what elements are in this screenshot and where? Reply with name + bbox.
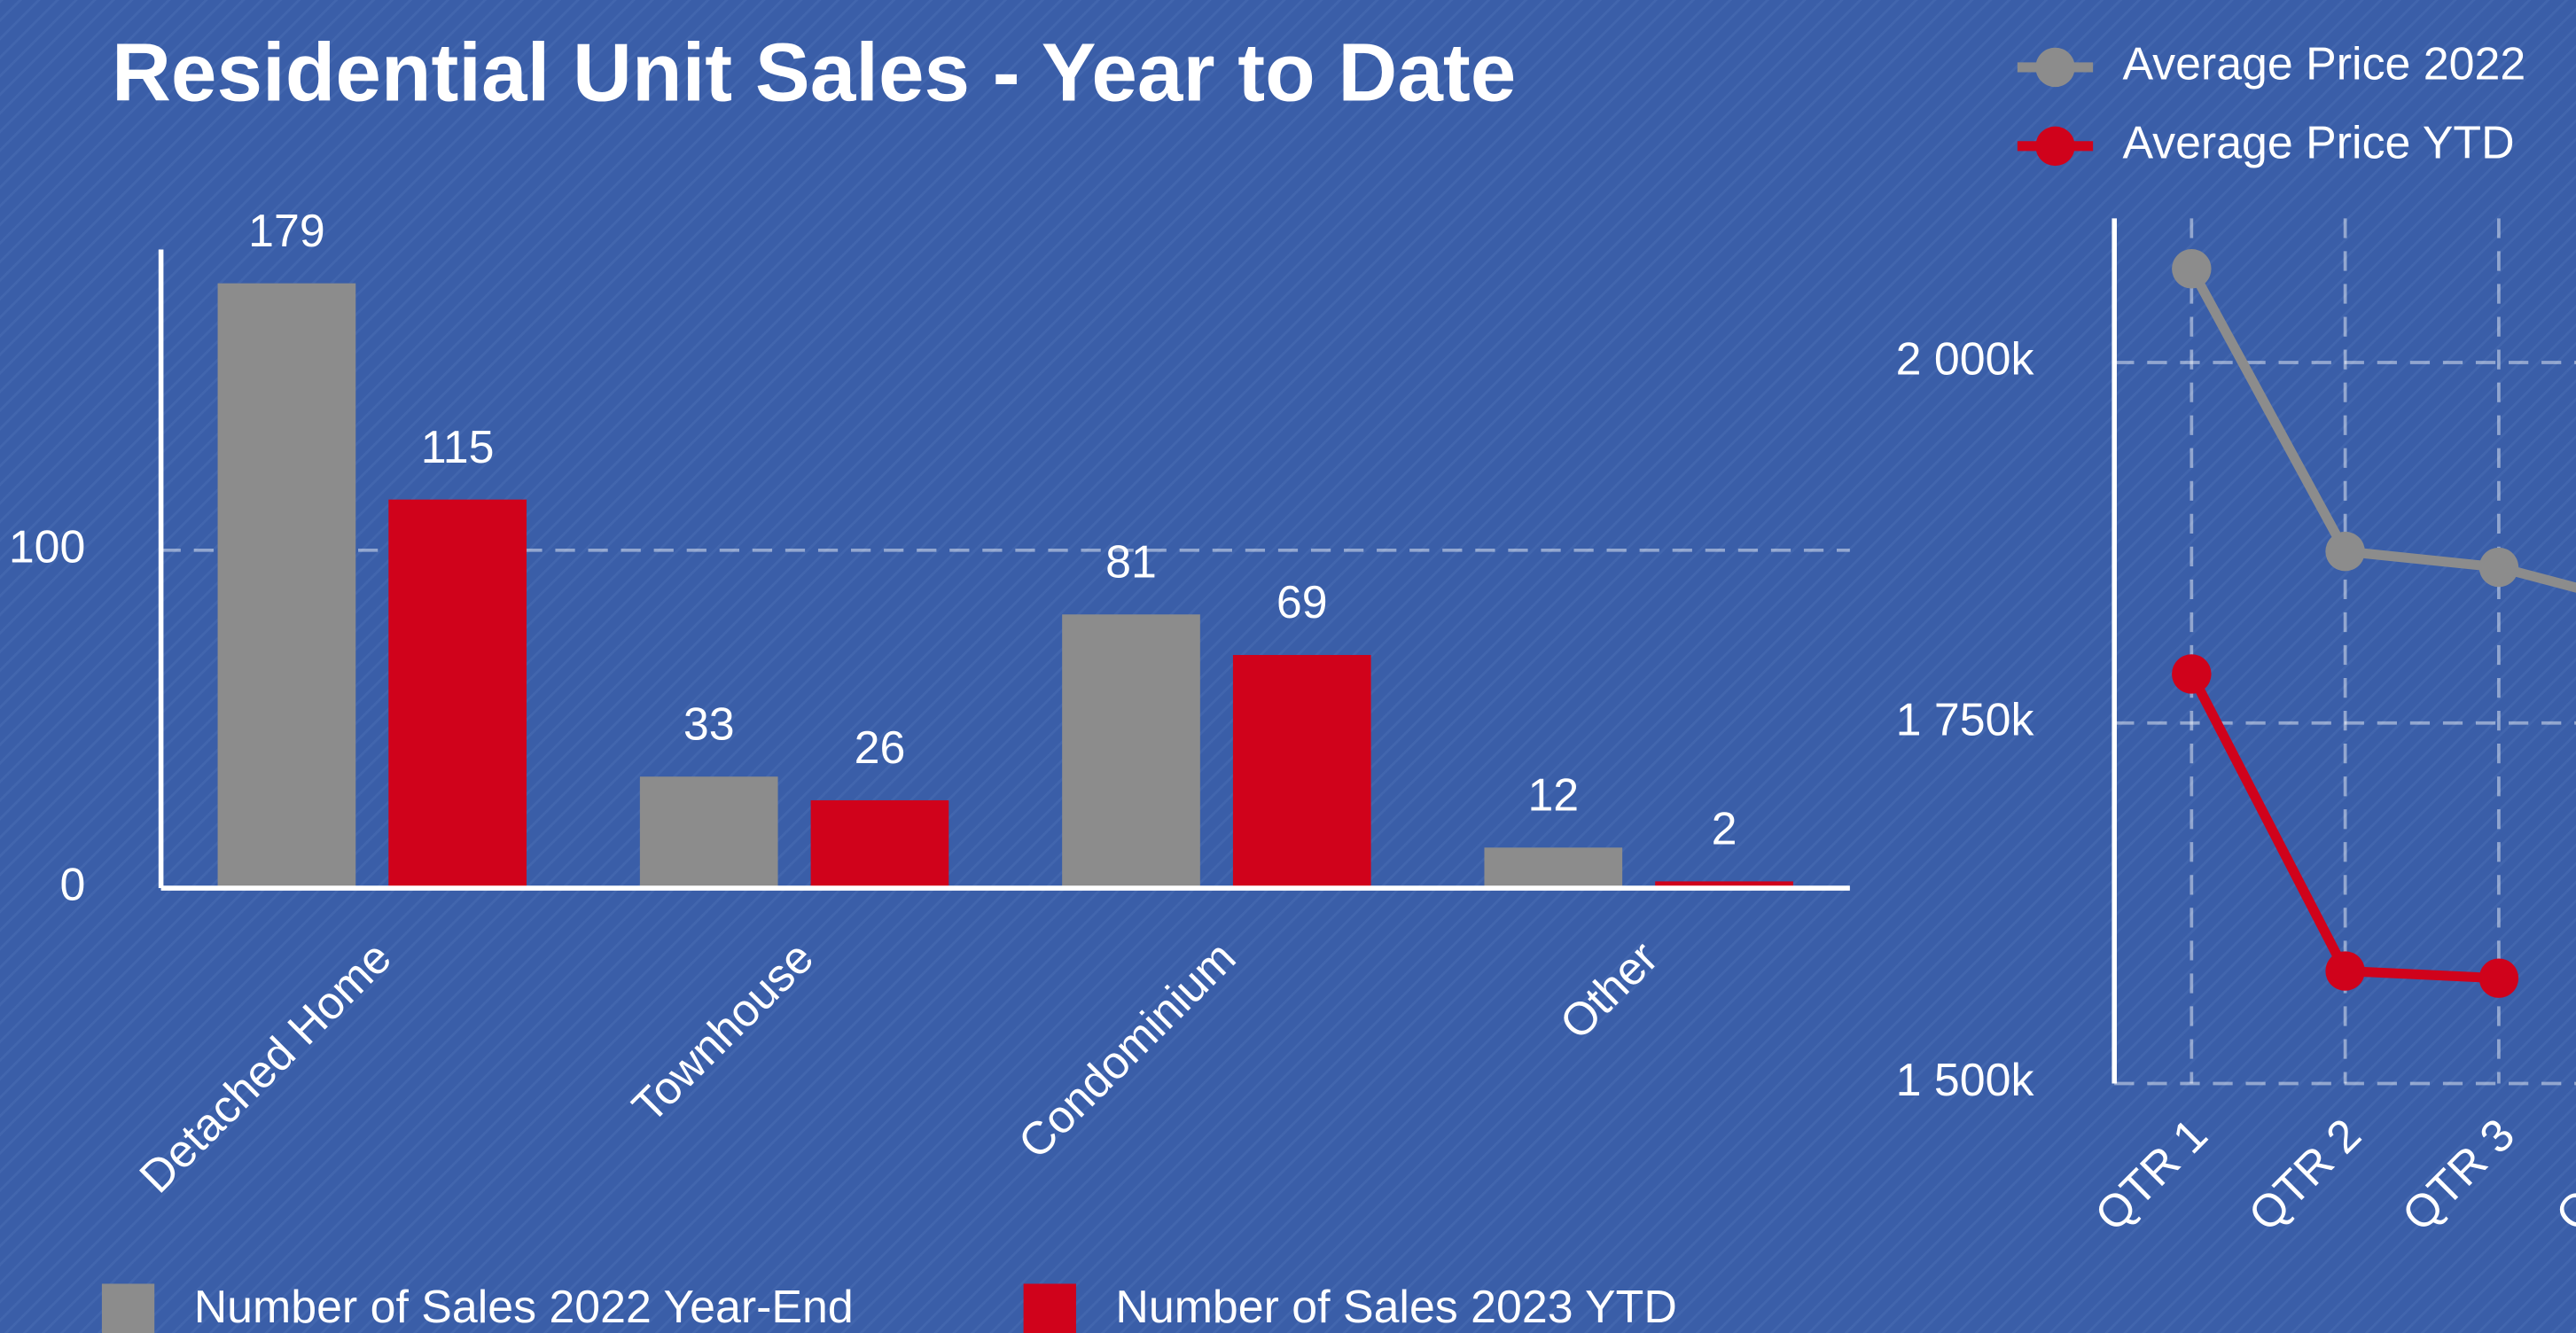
price-point — [2325, 951, 2365, 991]
price-point — [2478, 958, 2519, 998]
value-label: 2 — [1712, 803, 1737, 854]
value-label: 179 — [248, 205, 325, 256]
y-tick-label: 1 500k — [1896, 1054, 2034, 1105]
value-label: 33 — [683, 698, 735, 749]
value-label: 69 — [1276, 576, 1328, 628]
legend-label: Number of Sales 2022 Year-End — [194, 1281, 854, 1332]
y-tick-label: 1 750k — [1896, 693, 2034, 744]
bar — [1655, 881, 1793, 889]
bar — [810, 799, 949, 889]
price-point — [2478, 547, 2519, 588]
bar — [1484, 847, 1623, 889]
value-label: 115 — [421, 421, 495, 472]
chart-title: Residential Unit Sales - Year to Date — [112, 26, 1516, 118]
bar — [639, 776, 778, 889]
legend-label: Average Price 2022 — [2122, 38, 2525, 90]
price-point — [2172, 654, 2212, 694]
price-point — [2325, 531, 2365, 572]
value-label: 12 — [1527, 768, 1579, 820]
value-label: 81 — [1105, 535, 1157, 587]
legend-label: Average Price YTD — [2122, 117, 2514, 168]
y-tick-label: 0 — [60, 859, 86, 910]
value-label: 26 — [855, 721, 906, 773]
legend-swatch — [101, 1283, 155, 1333]
bar — [217, 283, 356, 889]
price-point — [2172, 249, 2212, 289]
legend-marker — [2035, 47, 2075, 88]
y-tick-label: 100 — [9, 521, 86, 573]
y-tick-label: 2 000k — [1896, 333, 2034, 385]
bar — [1062, 614, 1200, 889]
bar — [388, 499, 527, 889]
legend-swatch — [1023, 1283, 1076, 1333]
legend-label: Number of Sales 2023 YTD — [1115, 1281, 1676, 1332]
legend-marker — [2035, 126, 2075, 167]
bar — [1232, 655, 1371, 889]
